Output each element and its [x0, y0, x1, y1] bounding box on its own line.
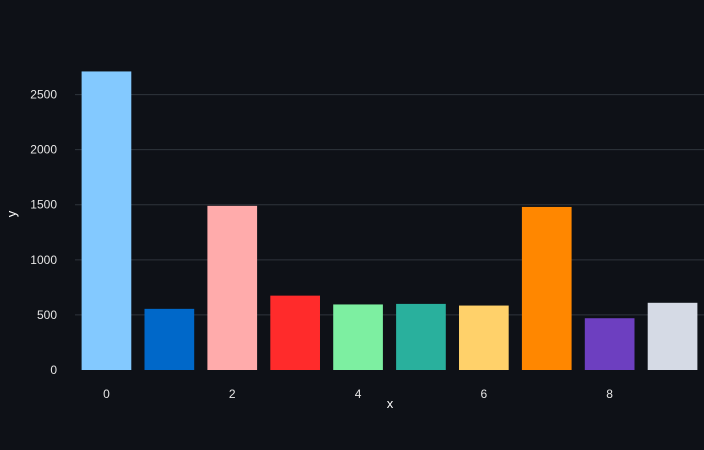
gridlines: [75, 94, 704, 316]
y-tick-labels: 0 500 1000 1500 2000 2500: [30, 88, 57, 377]
y-tick-label: 500: [37, 308, 57, 322]
y-tick-label: 0: [50, 363, 57, 377]
x-axis-title: x: [387, 396, 394, 411]
bar-x-5[interactable]: [396, 303, 446, 370]
x-tick-label: 6: [481, 387, 488, 401]
y-axis-title: y: [4, 210, 19, 217]
x-tick-label: 2: [229, 387, 236, 401]
bar-x-7[interactable]: [521, 206, 572, 370]
bar-x-6[interactable]: [459, 305, 509, 370]
y-tick-label: 2000: [30, 143, 57, 157]
x-tick-labels: 0 2 4 6 8: [103, 387, 613, 401]
y-tick-label: 2500: [30, 88, 57, 102]
bars: [81, 71, 698, 371]
x-tick-label: 8: [606, 387, 613, 401]
bar-x-9[interactable]: [647, 302, 698, 370]
y-tick-label: 1000: [30, 253, 57, 267]
bar-x-0[interactable]: [81, 71, 132, 371]
bar-x-1[interactable]: [144, 308, 195, 370]
bar-x-3[interactable]: [270, 295, 320, 370]
bar-x-8[interactable]: [584, 318, 635, 370]
bar-x-2[interactable]: [207, 205, 258, 370]
x-tick-label: 4: [355, 387, 362, 401]
x-tick-label: 0: [103, 387, 110, 401]
bar-x-4[interactable]: [333, 304, 383, 370]
y-tick-label: 1500: [30, 198, 57, 212]
